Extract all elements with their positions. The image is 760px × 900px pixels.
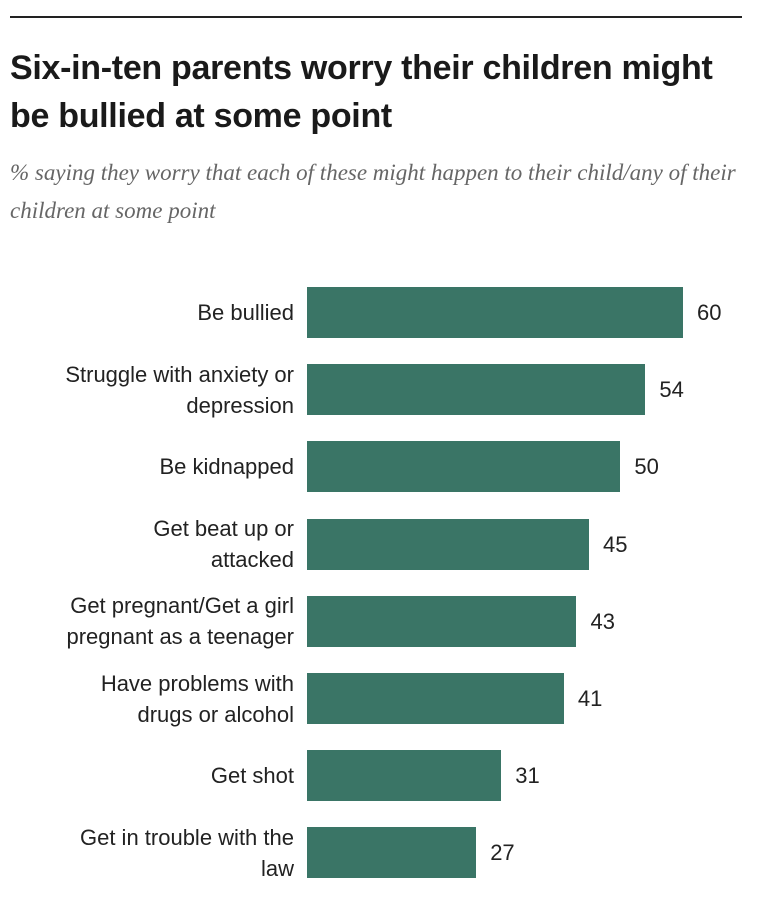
bar: [307, 518, 589, 570]
value-label: 54: [659, 377, 684, 403]
category-label: Struggle with anxiety or depression: [65, 361, 294, 418]
chart-title: Six-in-ten parents worry their children …: [10, 49, 713, 135]
bar: [307, 441, 621, 493]
value-label: 31: [515, 763, 540, 789]
value-label: 27: [490, 840, 515, 866]
category-label: Get shot: [210, 763, 294, 789]
bar: [307, 287, 683, 338]
category-label: Get in trouble with the law: [79, 824, 294, 881]
chart-subtitle: % saying they worry that each of these m…: [10, 160, 736, 223]
category-label: Have problems with drugs or alcohol: [100, 670, 294, 727]
plot-area: Be bullied 60 Struggle with anxiety or dep…: [0, 287, 760, 887]
value-label: 60: [697, 300, 722, 325]
bar: [307, 364, 646, 416]
value-label: 50: [634, 454, 659, 480]
category-label: Get pregnant/Get a girl pregnant as a te…: [66, 593, 294, 650]
value-label: 45: [603, 531, 628, 557]
bar: [307, 595, 577, 647]
category-label: Be kidnapped: [159, 454, 294, 480]
bar: [307, 827, 477, 879]
bar: [307, 750, 502, 802]
value-label: 41: [577, 686, 603, 711]
category-label: Be bullied: [197, 300, 294, 325]
top-rule: [10, 16, 742, 18]
bar: [307, 673, 564, 724]
category-label: Get beat up or attacked: [153, 516, 294, 573]
value-label: 43: [590, 608, 615, 634]
